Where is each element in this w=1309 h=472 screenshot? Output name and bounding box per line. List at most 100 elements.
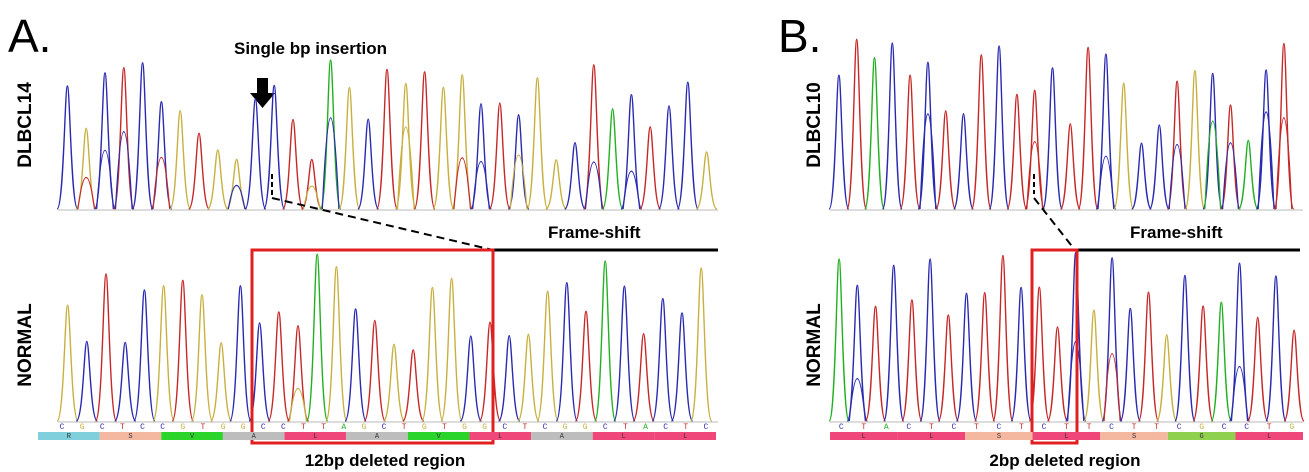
- amino-acid-block: [1235, 432, 1303, 440]
- base-call: T: [683, 423, 688, 432]
- trace-peak: [899, 74, 921, 210]
- base-call: C: [839, 423, 844, 432]
- trace-peak: [94, 273, 118, 422]
- trace-peak: [1174, 274, 1196, 422]
- base-call: T: [201, 423, 206, 432]
- trace-peak: [574, 310, 598, 422]
- amino-acid-block: [284, 432, 347, 440]
- panel-a-bottom-chromatogram: [56, 253, 713, 422]
- trace-peak: [901, 299, 923, 422]
- base-call: C: [382, 423, 387, 432]
- base-call: C: [100, 423, 105, 432]
- trace-peak: [935, 110, 957, 210]
- trace-secondary-peak: [321, 117, 340, 210]
- trace-peak: [478, 321, 502, 422]
- trace-secondary-peak: [1103, 353, 1121, 422]
- trace-peak: [451, 74, 474, 210]
- trace-peak: [676, 81, 699, 210]
- amino-acid-block: [897, 432, 966, 440]
- panel-b-top-sample-label: DLBCL10: [804, 82, 825, 168]
- panel-b: B. DLBCL10 NORMAL Frame-shift C T A C T C T C T C…: [778, 10, 1305, 470]
- trace-peak: [988, 45, 1010, 210]
- trace-peak: [1028, 286, 1050, 422]
- base-call: C: [1244, 423, 1249, 432]
- trace-peak: [1237, 139, 1259, 210]
- trace-peak: [1059, 123, 1081, 210]
- amino-acid-label: L: [1064, 433, 1068, 441]
- trace-peak: [1184, 69, 1206, 210]
- base-call: C: [1222, 423, 1227, 432]
- trace-peak: [305, 253, 329, 422]
- trace-peak: [75, 340, 99, 422]
- trace-peak: [937, 314, 959, 422]
- trace-secondary-peak: [114, 131, 133, 210]
- panel-b-letter: B.: [778, 10, 821, 62]
- panel-a-frameshift-label: Frame-shift: [548, 223, 641, 242]
- trace-secondary-peak: [1230, 366, 1249, 422]
- base-call: C: [997, 423, 1002, 432]
- panel-b-bottom-chromatogram: [828, 251, 1305, 422]
- trace-peak: [919, 258, 941, 422]
- trace-peak: [1042, 67, 1063, 210]
- trace-peak: [394, 82, 417, 210]
- trace-secondary-peak: [96, 150, 114, 210]
- amino-acid-block: [1167, 432, 1236, 440]
- base-call: C: [140, 423, 145, 432]
- amino-acid-label: L: [313, 433, 317, 441]
- panel-b-frameshift-label: Frame-shift: [1130, 223, 1223, 242]
- trace-peak: [1137, 291, 1160, 422]
- amino-acid-label: A: [560, 433, 565, 441]
- amino-acid-block: [592, 432, 655, 440]
- trace-peak: [1148, 124, 1170, 210]
- trace-secondary-peak: [396, 126, 415, 210]
- trace-peak: [1077, 46, 1099, 210]
- trace-secondary-peak: [1204, 120, 1222, 210]
- trace-peak: [974, 292, 996, 422]
- trace-peak: [440, 277, 463, 422]
- trace-peak: [846, 38, 868, 210]
- base-call: C: [704, 423, 709, 432]
- panel-b-shift-connector: [1033, 197, 1076, 251]
- trace-peak: [1095, 53, 1117, 210]
- trace-secondary-peak: [622, 170, 641, 210]
- panel-b-deleted-region-box: [1030, 248, 1079, 445]
- trace-peak: [864, 305, 887, 422]
- base-call: T: [402, 423, 407, 432]
- trace-peak: [229, 285, 252, 422]
- amino-acid-label: L: [621, 433, 625, 441]
- trace-secondary-peak: [584, 161, 603, 210]
- trace-peak: [1192, 305, 1214, 422]
- base-call: G: [241, 423, 246, 432]
- base-call: C: [1109, 423, 1114, 432]
- base-call: G: [180, 423, 185, 432]
- trace-peak: [263, 84, 286, 210]
- trace-peak: [56, 85, 79, 210]
- base-call: T: [861, 423, 866, 432]
- trace-peak: [1006, 93, 1028, 210]
- trace-peak: [828, 74, 850, 210]
- panel-a: A. DLBCL14 NORMAL Single bp insertion Fr…: [8, 10, 718, 470]
- base-call: G: [1289, 423, 1294, 432]
- base-call: T: [929, 423, 934, 432]
- trace-peak: [917, 61, 939, 210]
- trace-peak: [363, 319, 387, 422]
- trace-secondary-peak: [1168, 143, 1186, 210]
- trace-peak: [421, 286, 444, 422]
- trace-peak: [497, 334, 521, 422]
- amino-acid-label: L: [862, 433, 866, 441]
- trace-peak: [883, 264, 905, 422]
- base-call: T: [1132, 423, 1137, 432]
- trace-peak: [593, 260, 617, 422]
- trace-peak: [344, 308, 367, 422]
- base-call: G: [563, 423, 568, 432]
- amino-acid-block: [407, 432, 470, 440]
- base-call: G: [221, 423, 226, 432]
- trace-peak: [953, 113, 974, 210]
- trace-peak: [695, 151, 718, 210]
- trace-peak: [639, 126, 662, 210]
- trace-peak: [413, 71, 436, 210]
- trace-secondary-peak: [302, 185, 321, 210]
- base-call: C: [1177, 423, 1182, 432]
- panel-b-top-chromatogram: [828, 38, 1295, 210]
